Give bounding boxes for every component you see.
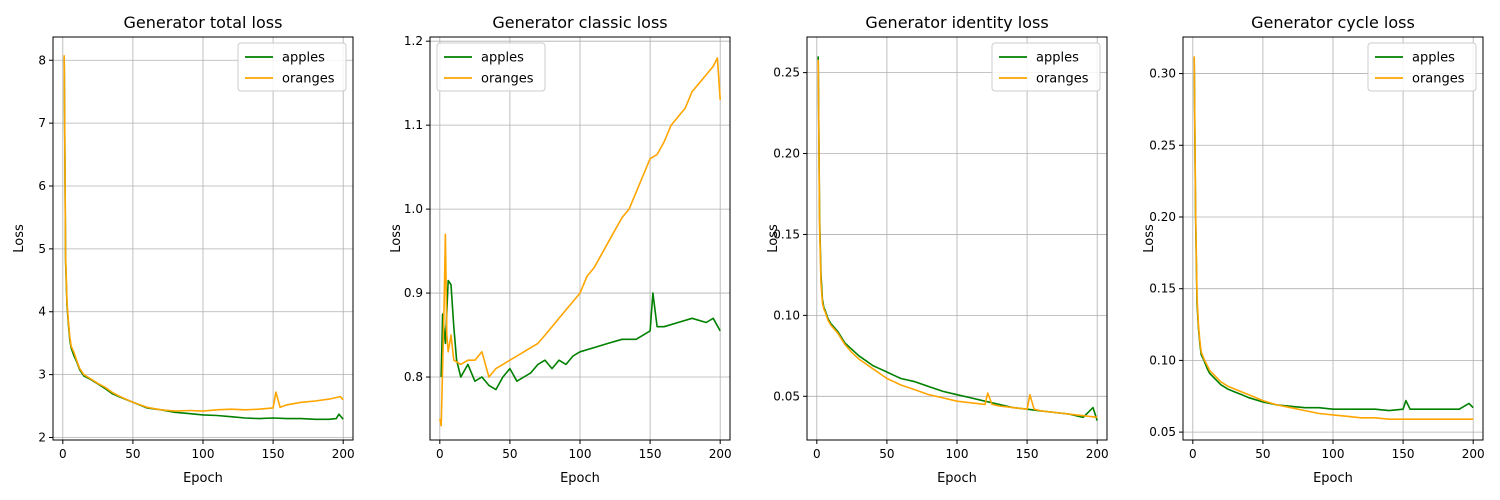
y-tick-label: 3 <box>38 368 46 382</box>
x-tick-label: 200 <box>1462 447 1485 461</box>
x-tick-label: 150 <box>1392 447 1415 461</box>
subplot-total-loss: Generator total loss Epoch Loss 0 50 100 15… <box>12 13 355 486</box>
series-line-oranges <box>63 55 344 412</box>
x-tick-label: 200 <box>709 447 732 461</box>
legend-label-apples: apples <box>282 51 325 66</box>
y-tick-label: 0.20 <box>773 147 800 161</box>
x-tick-label: 0 <box>59 447 67 461</box>
x-tick-label: 0 <box>1189 447 1197 461</box>
y-tick-label: 0.25 <box>1149 138 1176 152</box>
legend-label-apples: apples <box>1036 51 1079 66</box>
series-line-oranges <box>439 57 721 427</box>
y-axis-label: Loss <box>389 224 404 253</box>
x-tick-label: 100 <box>946 447 969 461</box>
legend-label-apples: apples <box>1412 51 1455 66</box>
legend: apples oranges <box>1367 42 1477 92</box>
y-axis-label: Loss <box>1142 224 1157 253</box>
y-tick-label: 0.05 <box>773 389 800 403</box>
y-tick-label: 6 <box>38 179 46 193</box>
legend: apples oranges <box>991 42 1101 92</box>
series-line-apples <box>63 57 344 421</box>
x-axis-label: Epoch <box>560 471 600 486</box>
series-line-oranges <box>817 59 1098 419</box>
y-tick-label: 0.15 <box>773 227 800 241</box>
x-tick-label: 200 <box>1086 447 1109 461</box>
x-axis-label: Epoch <box>1313 471 1353 486</box>
subplot-identity-loss: Generator identity loss Epoch Loss 0 50 10… <box>766 13 1109 486</box>
x-tick-label: 50 <box>1255 447 1270 461</box>
chart-title: Generator total loss <box>124 13 283 32</box>
chart-title: Generator classic loss <box>492 13 667 32</box>
subplot-classic-loss: Generator classic loss Epoch Loss 0 50 100… <box>389 13 732 486</box>
legend-box <box>991 42 1101 92</box>
x-tick-label: 50 <box>125 447 140 461</box>
y-tick-label: 1.0 <box>404 202 423 216</box>
y-tick-label: 0.9 <box>404 286 423 300</box>
legend: apples oranges <box>436 42 546 92</box>
y-tick-label: 0.30 <box>1149 67 1176 81</box>
y-tick-label: 0.05 <box>1149 425 1176 439</box>
legend-label-oranges: oranges <box>481 72 534 87</box>
series-line-apples <box>440 279 721 391</box>
y-axis-label: Loss <box>12 224 27 253</box>
x-tick-label: 150 <box>262 447 285 461</box>
x-tick-label: 0 <box>436 447 444 461</box>
chart-title: Generator cycle loss <box>1251 13 1415 32</box>
y-tick-label: 2 <box>38 430 46 444</box>
y-tick-label: 4 <box>38 305 46 319</box>
x-tick-label: 50 <box>502 447 517 461</box>
grid <box>1183 37 1483 440</box>
x-tick-label: 0 <box>813 447 821 461</box>
y-tick-label: 0.8 <box>404 370 423 384</box>
grid <box>430 37 730 440</box>
y-tick-label: 7 <box>38 116 46 130</box>
y-tick-label: 0.25 <box>773 66 800 80</box>
series-line-apples <box>1193 59 1474 412</box>
x-axis-label: Epoch <box>183 471 223 486</box>
x-tick-label: 100 <box>569 447 592 461</box>
y-tick-label: 0.15 <box>1149 282 1176 296</box>
legend-label-oranges: oranges <box>1036 72 1089 87</box>
subplot-cycle-loss: Generator cycle loss Epoch Loss 0 50 100 15… <box>1142 13 1485 486</box>
x-tick-label: 50 <box>879 447 894 461</box>
y-tick-label: 1.2 <box>404 34 423 48</box>
legend-box <box>237 42 347 92</box>
legend-box <box>436 42 546 92</box>
legend-label-oranges: oranges <box>282 72 335 87</box>
y-tick-label: 0.20 <box>1149 210 1176 224</box>
y-tick-label: 0.10 <box>773 308 800 322</box>
y-tick-label: 5 <box>38 242 46 256</box>
grid <box>53 37 353 440</box>
chart-title: Generator identity loss <box>865 13 1048 32</box>
legend-box <box>1367 42 1477 92</box>
y-tick-label: 0.10 <box>1149 353 1176 367</box>
x-axis-label: Epoch <box>937 471 977 486</box>
grid <box>807 37 1107 440</box>
y-tick-label: 8 <box>38 53 46 67</box>
x-tick-label: 150 <box>639 447 662 461</box>
series-line-apples <box>817 56 1098 421</box>
x-tick-label: 150 <box>1016 447 1039 461</box>
x-tick-label: 100 <box>192 447 215 461</box>
y-axis-label: Loss <box>766 224 781 253</box>
x-tick-label: 100 <box>1322 447 1345 461</box>
legend-label-apples: apples <box>481 51 524 66</box>
series-line-oranges <box>1193 56 1474 421</box>
legend: apples oranges <box>237 42 347 92</box>
y-tick-label: 1.1 <box>404 118 423 132</box>
x-tick-label: 200 <box>332 447 355 461</box>
legend-label-oranges: oranges <box>1412 72 1465 87</box>
